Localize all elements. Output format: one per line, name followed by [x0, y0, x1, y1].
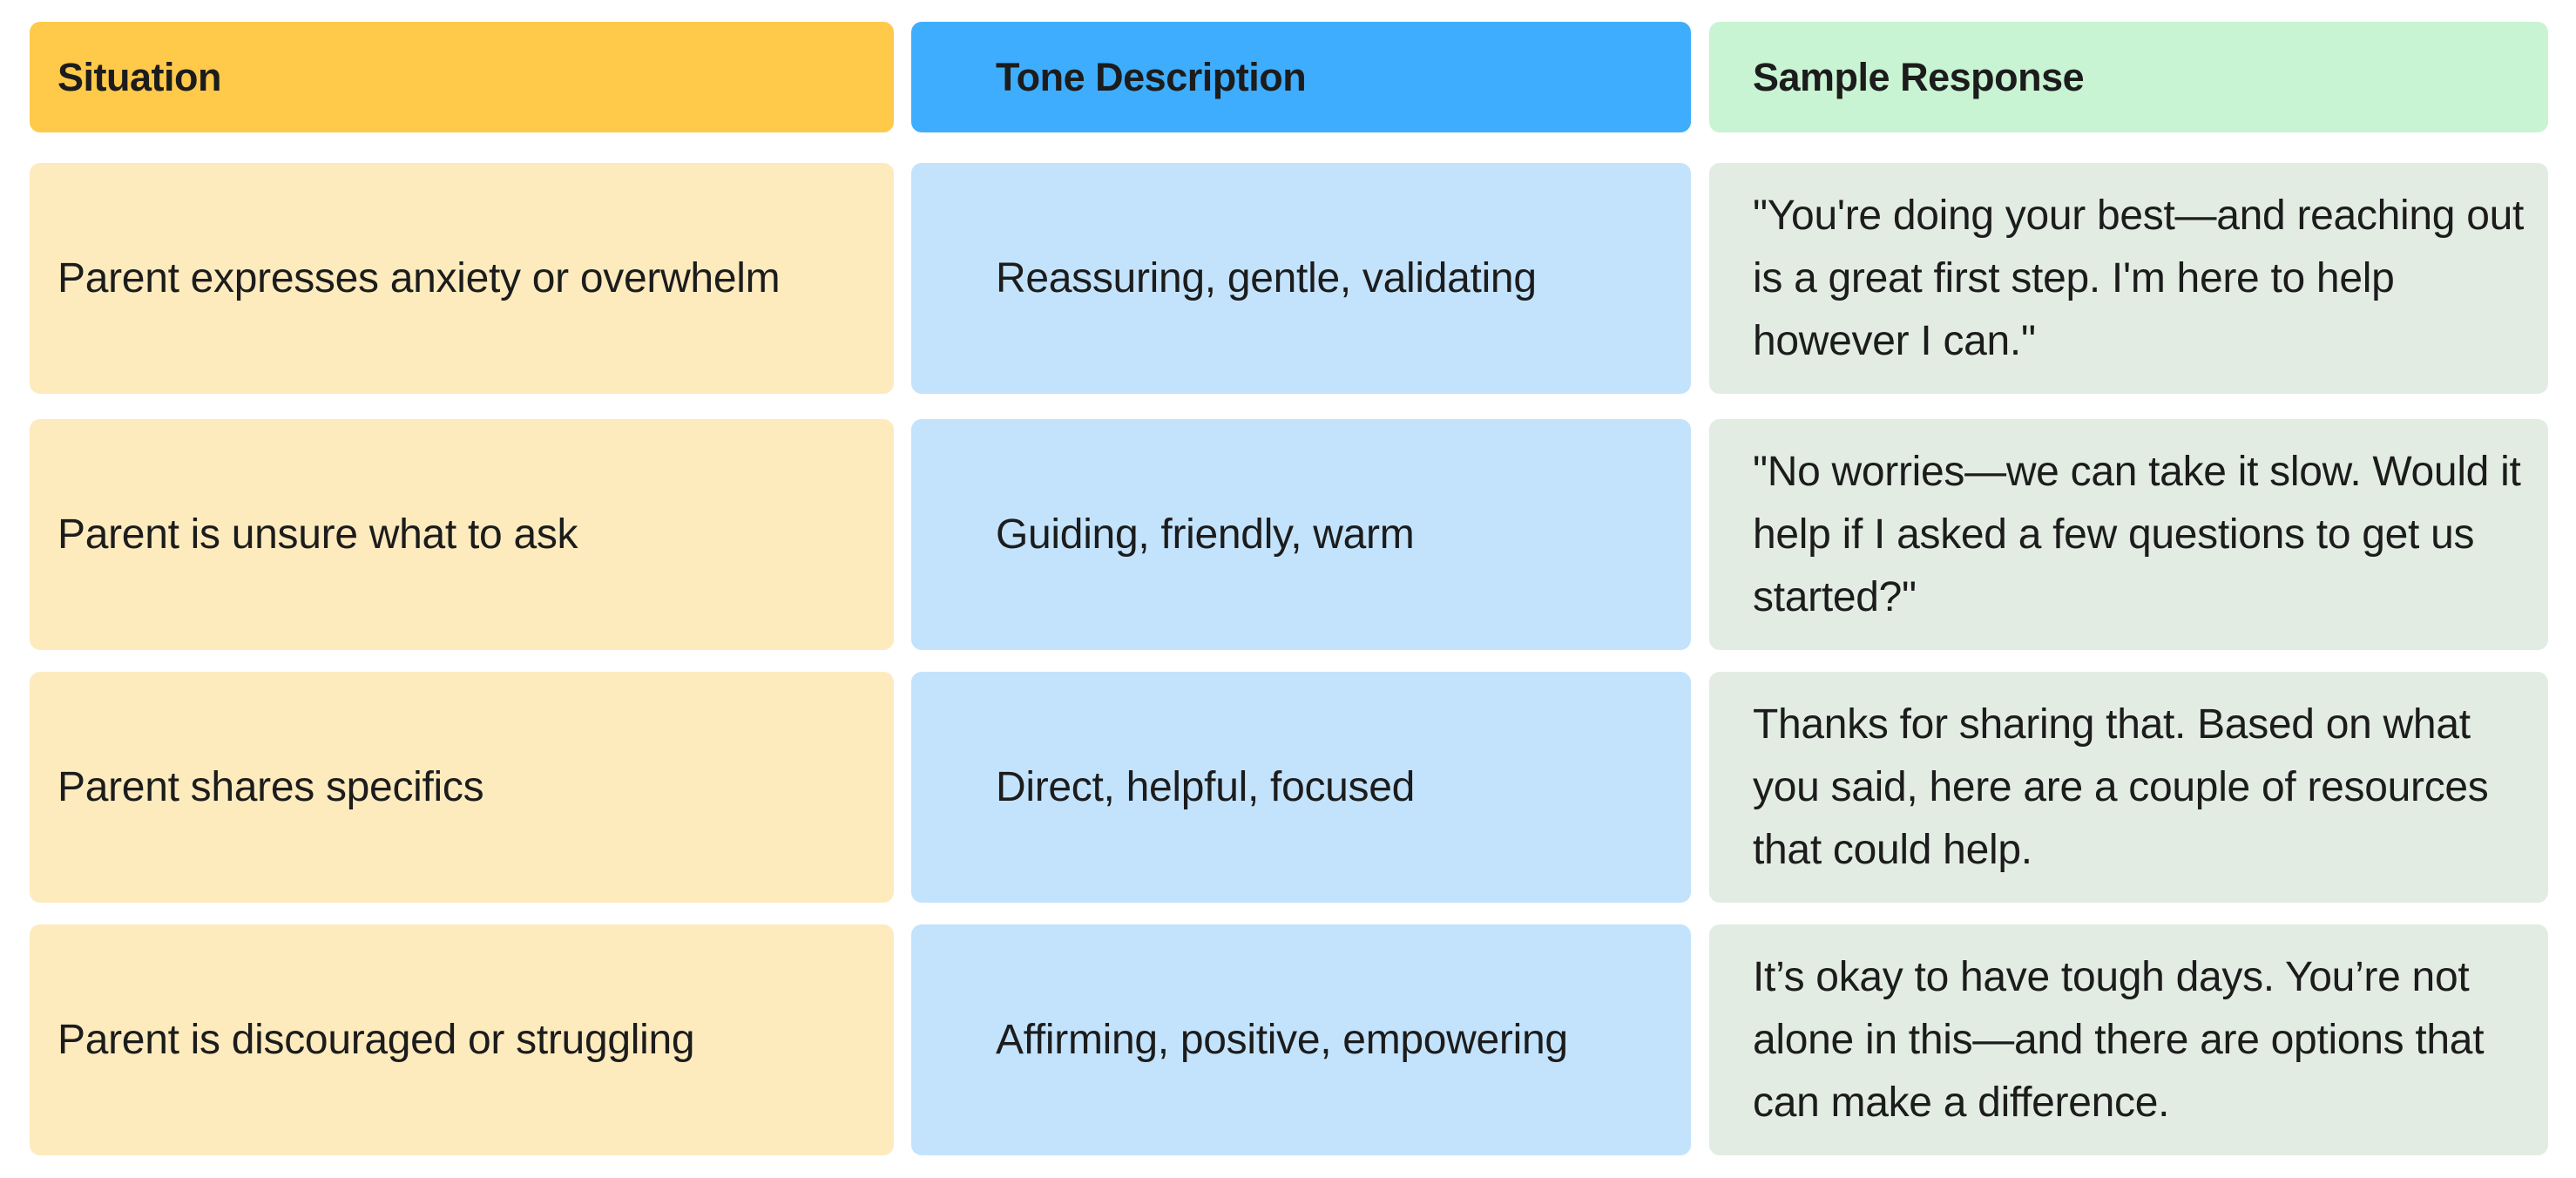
tone-text: Guiding, friendly, warm	[996, 511, 1415, 558]
tone-cell: Affirming, positive, empowering	[911, 924, 1691, 1155]
tone-text: Reassuring, gentle, validating	[996, 254, 1537, 301]
header-tone-description: Tone Description	[911, 22, 1691, 132]
sample-cell: Thanks for sharing that. Based on what y…	[1709, 672, 2548, 903]
header-sample-response: Sample Response	[1709, 22, 2548, 132]
situation-cell: Parent shares specifics	[30, 672, 894, 903]
situation-text: Parent is discouraged or struggling	[57, 1016, 695, 1063]
header-tone-description-label: Tone Description	[996, 54, 1307, 99]
sample-cell: "You're doing your best—and reaching out…	[1709, 163, 2548, 394]
situation-cell: Parent is unsure what to ask	[30, 419, 894, 650]
sample-text: Thanks for sharing that. Based on what y…	[1753, 701, 2489, 873]
tone-cell: Guiding, friendly, warm	[911, 419, 1691, 650]
situation-cell: Parent is discouraged or struggling	[30, 924, 894, 1155]
situation-text: Parent shares specifics	[57, 763, 484, 810]
sample-text: "No worries—we can take it slow. Would i…	[1753, 448, 2521, 620]
situation-cell: Parent expresses anxiety or overwhelm	[30, 163, 894, 394]
tone-cell: Reassuring, gentle, validating	[911, 163, 1691, 394]
tone-text: Affirming, positive, empowering	[996, 1016, 1568, 1063]
situation-text: Parent expresses anxiety or overwhelm	[57, 254, 781, 301]
sample-cell: "No worries—we can take it slow. Would i…	[1709, 419, 2548, 650]
tone-cell: Direct, helpful, focused	[911, 672, 1691, 903]
tone-text: Direct, helpful, focused	[996, 763, 1416, 810]
header-sample-response-label: Sample Response	[1753, 54, 2085, 99]
sample-text: It’s okay to have tough days. You’re not…	[1753, 953, 2485, 1126]
header-situation-label: Situation	[57, 54, 221, 99]
sample-text: "You're doing your best—and reaching out…	[1753, 192, 2525, 364]
sample-cell: It’s okay to have tough days. You’re not…	[1709, 924, 2548, 1155]
situation-text: Parent is unsure what to ask	[57, 511, 578, 558]
header-situation: Situation	[30, 22, 894, 132]
